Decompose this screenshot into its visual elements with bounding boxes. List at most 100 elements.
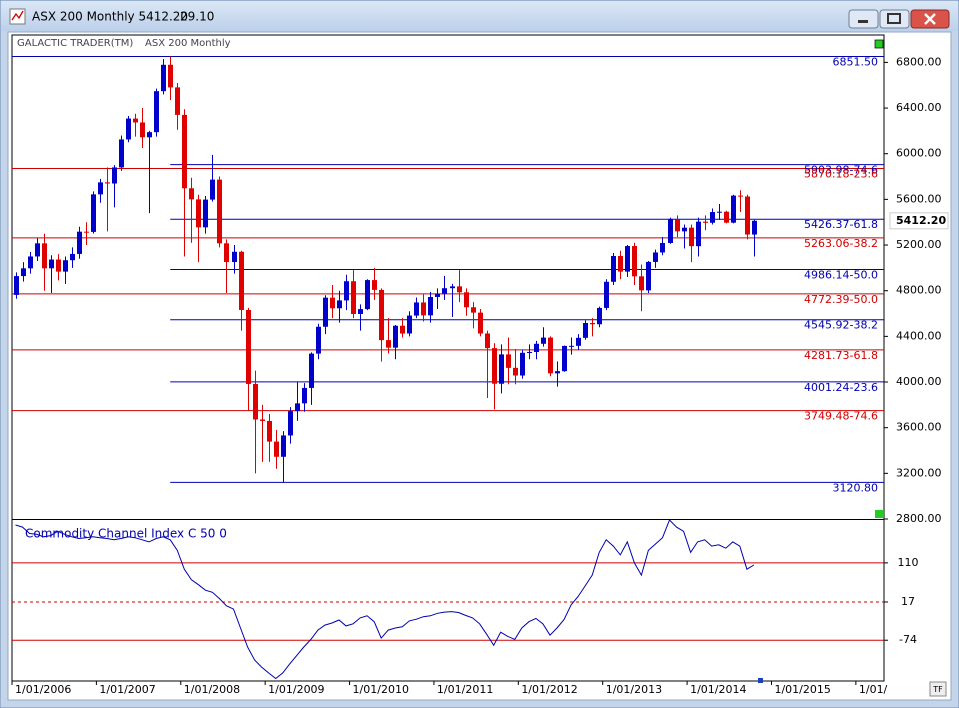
candle-body: [302, 387, 307, 404]
app-icon: [9, 8, 26, 25]
candle-body: [260, 419, 265, 421]
candle-body: [569, 345, 574, 347]
candle-body: [646, 261, 651, 291]
candle-body: [379, 289, 384, 341]
y-tick-label: 6000.00: [896, 147, 942, 160]
panel-marker[interactable]: [875, 510, 883, 518]
candle-body: [513, 367, 518, 376]
candle-body: [555, 371, 560, 374]
candle-body: [112, 167, 117, 184]
y-tick-label: 4000.00: [896, 375, 942, 388]
candle-body: [63, 260, 68, 272]
candle-body: [35, 243, 40, 257]
candle-body: [210, 179, 215, 200]
candle-body: [604, 281, 609, 308]
level-label: 6851.50: [833, 56, 879, 69]
candle-body: [499, 354, 504, 384]
candle-body: [309, 353, 314, 388]
candle-body: [281, 435, 286, 457]
candle-body: [105, 182, 110, 184]
candle-body: [91, 194, 96, 232]
candle-body: [203, 199, 208, 228]
candle-body: [154, 91, 159, 133]
y-tick-label: 6800.00: [896, 55, 942, 68]
y-tick-label: -74: [899, 633, 917, 646]
x-tick-label: 1/01/2008: [184, 683, 240, 696]
app-name: GALACTIC TRADER(TM): [17, 38, 133, 49]
y-tick-label: 5200.00: [896, 238, 942, 251]
candle-body: [49, 259, 54, 269]
candle-body: [682, 227, 687, 232]
candle-body: [400, 325, 405, 334]
candle-body: [288, 411, 293, 436]
candle-body: [738, 195, 743, 197]
indicator-line: [15, 519, 755, 680]
last-price-box: [889, 212, 949, 230]
tf-button[interactable]: TF: [929, 681, 947, 697]
candle-body: [372, 280, 377, 290]
candle-body: [246, 309, 251, 384]
y-tick-label: 2800.00: [896, 512, 942, 525]
client-area: [7, 31, 952, 701]
candle-body: [168, 64, 173, 88]
y-tick-label: 4800.00: [896, 284, 942, 297]
window-change: 29.10: [180, 10, 214, 24]
candle-body: [583, 323, 588, 338]
candle-body: [618, 255, 623, 272]
candle-body: [478, 312, 483, 334]
candle-body: [365, 280, 370, 310]
level-label: 4545.92-38.2: [804, 319, 878, 332]
level-label: 4281.73-61.8: [804, 349, 878, 362]
level-label: 4986.14-50.0: [804, 268, 878, 281]
candle-body: [625, 246, 630, 272]
candle-body: [597, 307, 602, 325]
x-tick-label: 1/01/2012: [521, 683, 577, 696]
candle-body: [407, 315, 412, 334]
close-button[interactable]: [910, 9, 950, 29]
level-label: 3749.48-74.6: [804, 410, 878, 423]
candle-body: [28, 256, 33, 269]
candle-body: [703, 221, 708, 223]
candle-body: [710, 212, 715, 223]
candle-body: [126, 118, 131, 140]
candle-body: [358, 309, 363, 314]
panel-marker[interactable]: [874, 39, 884, 49]
candle-body: [330, 297, 335, 309]
y-tick-label: 3600.00: [896, 421, 942, 434]
candle-body: [632, 246, 637, 277]
level-label: 5263.06-38.2: [804, 237, 878, 250]
candle-body: [527, 351, 532, 353]
candle-body: [696, 221, 701, 247]
candle-body: [267, 420, 272, 442]
candle-body: [295, 403, 300, 412]
minimize-button[interactable]: [848, 9, 879, 29]
x-tick-label: 1/01/: [859, 683, 888, 696]
candle-body: [745, 196, 750, 235]
x-tick-label: 1/01/2006: [15, 683, 71, 696]
candle-body: [576, 337, 581, 346]
level-label: 5426.37-61.8: [804, 218, 878, 231]
candle-body: [98, 182, 103, 195]
candle-body: [189, 188, 194, 200]
candle-body: [140, 122, 145, 138]
candle-body: [611, 255, 616, 282]
candle-body: [253, 383, 258, 420]
svg-text:TF: TF: [932, 685, 943, 694]
candle-body: [414, 302, 419, 316]
candle-body: [639, 276, 644, 291]
candle-body: [731, 195, 736, 223]
x-tick-label: 1/01/2011: [437, 683, 493, 696]
candle-body: [548, 337, 553, 374]
candle-body: [562, 345, 567, 372]
candle-body: [653, 252, 658, 262]
y-tick-label: 5600.00: [896, 192, 942, 205]
maximize-button[interactable]: [879, 9, 910, 29]
level-label: 4001.24-23.6: [804, 381, 878, 394]
candle-body: [421, 302, 426, 316]
y-tick-label: 3200.00: [896, 466, 942, 479]
y-tick-label: 6400.00: [896, 101, 942, 114]
candle-body: [534, 343, 539, 352]
candle-body: [428, 296, 433, 316]
candle-body: [485, 333, 490, 349]
